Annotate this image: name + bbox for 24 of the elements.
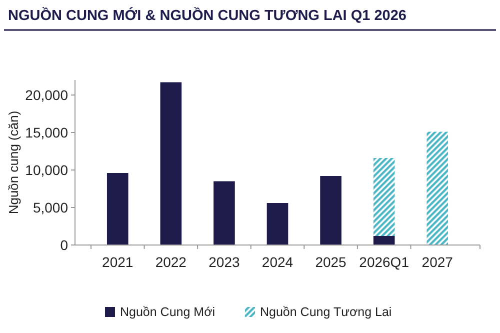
- bar: [160, 82, 182, 245]
- x-tick-label: 2026Q1: [359, 254, 410, 270]
- bar: [214, 181, 235, 245]
- bar: [373, 236, 395, 245]
- y-axis-title: Nguồn cung (căn): [6, 110, 21, 214]
- x-tick-label: 2022: [155, 254, 187, 270]
- x-tick-label: 2025: [315, 254, 347, 270]
- legend-label: Nguồn Cung Mới: [120, 305, 216, 319]
- bar: [426, 132, 448, 245]
- x-tick-label: 2023: [208, 254, 240, 270]
- bar: [106, 173, 128, 245]
- x-tick-label: 2021: [102, 254, 134, 270]
- legend-label: Nguồn Cung Tương Lai: [260, 305, 392, 319]
- x-tick-label: 2027: [422, 254, 454, 270]
- y-tick-label: 10,000: [25, 162, 68, 178]
- bar: [373, 158, 395, 236]
- bar: [266, 203, 288, 245]
- y-tick-label: 20,000: [25, 86, 68, 103]
- y-tick-label: 0: [60, 236, 68, 253]
- chart-title: NGUỒN CUNG MỚI & NGUỒN CUNG TƯƠNG LAI Q1 2026: [8, 7, 406, 24]
- y-tick-label: 15,000: [25, 124, 68, 140]
- bar: [320, 176, 342, 245]
- y-tick-label: 5,000: [32, 199, 68, 216]
- x-tick-label: 2024: [262, 254, 294, 270]
